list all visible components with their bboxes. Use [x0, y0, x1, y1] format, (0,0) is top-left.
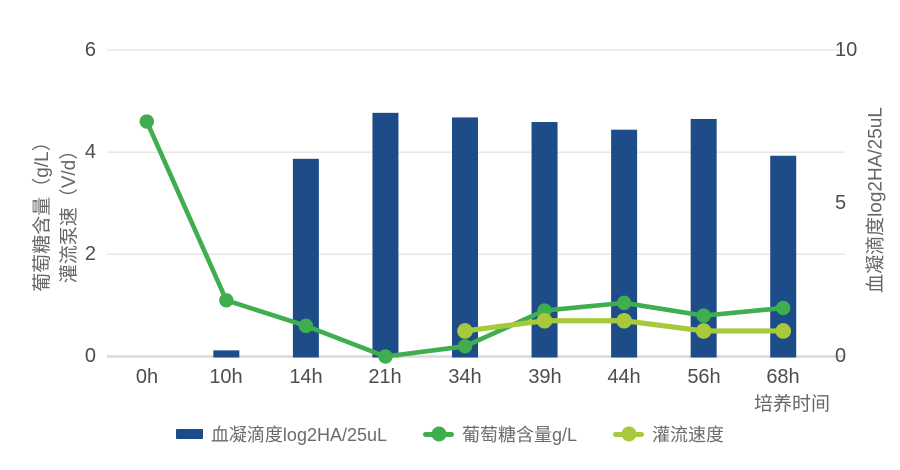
x-label-10h: 10h: [209, 366, 243, 388]
right-axis-tick-5: 5: [835, 192, 847, 214]
glucose-point-0h: [139, 114, 154, 129]
legend-item-perfusion-rate[interactable]: 灌流速度: [613, 421, 724, 447]
glucose-point-10h: [219, 293, 234, 308]
glucose-point-44h: [616, 295, 632, 311]
legend-item-hemagglutination-titer[interactable]: 血凝滴度log2HA/25uL: [175, 421, 388, 447]
legend-line-dot-icon-perfusion: [613, 426, 645, 442]
legend-label: 葡萄糖含量g/L: [462, 425, 578, 445]
x-axis-title: 培养时间: [753, 394, 830, 415]
x-label-34h: 34h: [448, 366, 482, 388]
left-axis-tick-2: 2: [84, 243, 96, 265]
left-axis-tick-6: 6: [84, 39, 96, 61]
bar-10h: [213, 350, 240, 358]
right-axis-title: 血凝滴度log2HA/25uL: [865, 107, 887, 293]
perfusion-point-56h: [695, 323, 712, 339]
x-label-21h: 21h: [368, 366, 402, 388]
right-axis-tick-10: 10: [835, 39, 858, 61]
x-label-56h: 56h: [687, 366, 721, 388]
glucose-point-21h: [378, 349, 393, 364]
x-label-14h: 14h: [289, 366, 323, 388]
legend: 血凝滴度log2HA/25uL 葡萄糖含量g/L 灌流速度: [0, 421, 900, 447]
glucose-point-14h: [298, 318, 314, 334]
x-label-0h: 0h: [135, 366, 159, 388]
right-axis-tick-0: 0: [835, 345, 847, 367]
left-axis-title: 葡萄糖含量（g/L） 灌流泵速（V/d）: [29, 132, 83, 291]
x-label-68h: 68h: [766, 366, 800, 388]
legend-item-glucose[interactable]: 葡萄糖含量g/L: [423, 421, 577, 447]
legend-line-dot-icon-glucose: [423, 426, 455, 442]
legend-label: 灌流速度: [652, 425, 725, 445]
left-axis-tick-0: 0: [84, 345, 96, 367]
perfusion-point-39h: [536, 312, 553, 329]
glucose-point-68h: [776, 300, 791, 316]
left-axis-title-line2: 灌流泵速（V/d）: [59, 140, 80, 284]
perfusion-point-44h: [616, 312, 632, 329]
left-axis-tick-4: 4: [84, 141, 96, 163]
legend-dot-glyph: [431, 426, 447, 442]
bar-21h: [372, 112, 399, 358]
legend-dot-glyph: [621, 426, 637, 442]
left-axis-title-line1: 葡萄糖含量（g/L）: [32, 132, 53, 292]
x-label-44h: 44h: [607, 366, 641, 388]
glucose-point-56h: [696, 308, 711, 323]
legend-label: 血凝滴度log2HA/25uL: [210, 425, 388, 445]
perfusion-point-34h: [457, 323, 473, 339]
perfusion-point-68h: [775, 323, 792, 339]
glucose-point-34h: [457, 339, 473, 354]
legend-bar-swatch-icon: [175, 429, 203, 439]
x-label-39h: 39h: [528, 366, 562, 388]
bar-34h: [452, 117, 478, 358]
